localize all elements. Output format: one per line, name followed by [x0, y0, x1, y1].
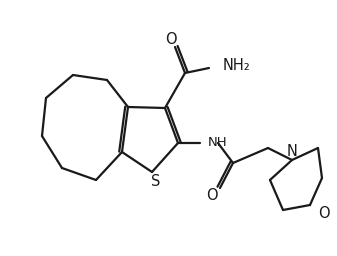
Text: O: O [206, 188, 218, 204]
Text: NH₂: NH₂ [223, 59, 251, 73]
Text: N: N [286, 144, 298, 158]
Text: S: S [151, 175, 161, 189]
Text: NH: NH [208, 136, 227, 150]
Text: O: O [165, 33, 177, 48]
Text: O: O [318, 207, 330, 221]
